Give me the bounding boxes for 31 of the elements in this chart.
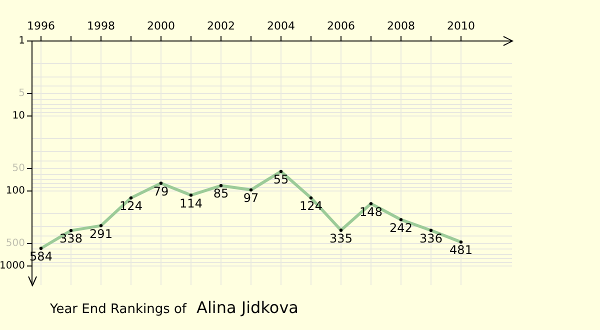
text: Year End Rankings of bbox=[50, 302, 187, 317]
y-tick-label: 5 bbox=[18, 88, 25, 99]
data-label: 124 bbox=[300, 199, 322, 214]
data-label: 114 bbox=[180, 196, 202, 210]
y-tick-label: 500 bbox=[6, 238, 25, 249]
x-tick-label: 2010 bbox=[447, 19, 475, 32]
x-tick-label: 1998 bbox=[87, 19, 115, 32]
x-tick-label: 2004 bbox=[267, 19, 295, 32]
x-tick-label: 2006 bbox=[327, 19, 355, 32]
data-label: 85 bbox=[213, 186, 229, 201]
y-tick-label: 1000 bbox=[0, 260, 25, 272]
x-tick-label: 2000 bbox=[147, 19, 175, 32]
data-label: 97 bbox=[243, 191, 259, 206]
data-label: 124 bbox=[120, 199, 142, 214]
text: Alina Jidkova bbox=[196, 298, 298, 317]
data-label: 338 bbox=[60, 232, 82, 246]
data-label: 55 bbox=[273, 172, 289, 187]
data-label: 79 bbox=[153, 184, 169, 198]
x-tick-label: 2002 bbox=[207, 19, 235, 32]
data-label: 242 bbox=[390, 220, 412, 235]
y-tick-label: 10 bbox=[12, 110, 25, 122]
y-tick-label: 1 bbox=[18, 36, 25, 47]
y-tick-label: 50 bbox=[12, 162, 25, 174]
data-label: 148 bbox=[360, 204, 382, 219]
y-tick-label: 100 bbox=[6, 186, 25, 197]
data-label: 481 bbox=[450, 243, 472, 258]
data-label: 336 bbox=[420, 231, 442, 246]
data-label: 291 bbox=[90, 226, 112, 241]
x-tick-label: 2008 bbox=[387, 19, 415, 32]
x-tick-label: 1996 bbox=[27, 19, 55, 32]
data-label: 335 bbox=[330, 231, 352, 246]
